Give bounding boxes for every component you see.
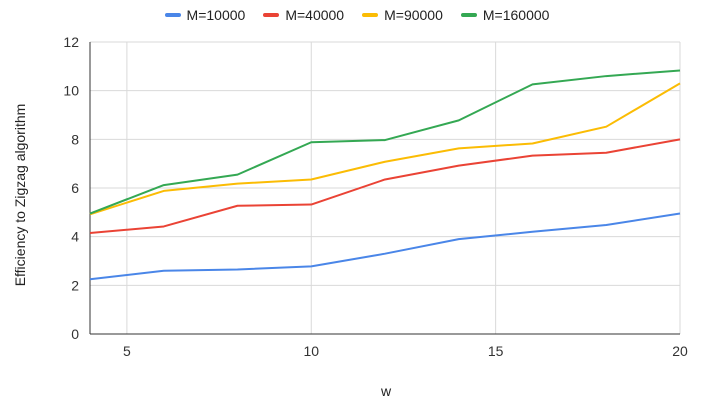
- y-tick-label: 4: [71, 229, 79, 245]
- y-tick-label: 8: [71, 131, 79, 147]
- series-line-m-40000: [89, 138, 681, 235]
- chart-legend: M=10000 M=40000 M=90000 M=160000: [0, 7, 714, 23]
- y-tick-label: 6: [71, 180, 79, 196]
- x-tick-label: 10: [303, 343, 319, 359]
- x-tick-label: 20: [672, 343, 688, 359]
- legend-swatch: [362, 13, 379, 17]
- y-axis-ticks: 0 2 4 6 8 10 12: [63, 34, 79, 342]
- legend-label: M=90000: [384, 7, 443, 23]
- x-tick-label: 15: [488, 343, 504, 359]
- series-line-m-160000: [89, 69, 681, 215]
- y-tick-label: 2: [71, 277, 79, 293]
- x-axis-label: w: [380, 383, 392, 399]
- legend-swatch: [164, 13, 181, 17]
- legend-label: M=10000: [186, 7, 246, 23]
- series-line-m-10000: [89, 212, 681, 281]
- x-axis-ticks: 5 10 15 20: [123, 343, 688, 359]
- y-axis-label: Efficiency to Zigzag algorithm: [12, 103, 28, 287]
- legend-item[interactable]: M=160000: [460, 7, 550, 23]
- series-lines: [89, 69, 681, 281]
- legend-swatch: [263, 13, 280, 17]
- legend-item[interactable]: M=40000: [263, 7, 344, 23]
- legend-item[interactable]: M=90000: [362, 7, 443, 23]
- legend-label: M=160000: [482, 7, 550, 23]
- legend-item[interactable]: M=10000: [164, 7, 246, 23]
- y-tick-label: 10: [63, 83, 79, 99]
- legend-label: M=40000: [285, 7, 345, 23]
- series-line-m-90000: [89, 82, 681, 216]
- legend-swatch: [460, 13, 477, 17]
- y-tick-label: 12: [63, 34, 79, 50]
- y-tick-label: 0: [71, 326, 79, 342]
- grid-lines: [89, 41, 681, 335]
- x-tick-label: 5: [123, 343, 131, 359]
